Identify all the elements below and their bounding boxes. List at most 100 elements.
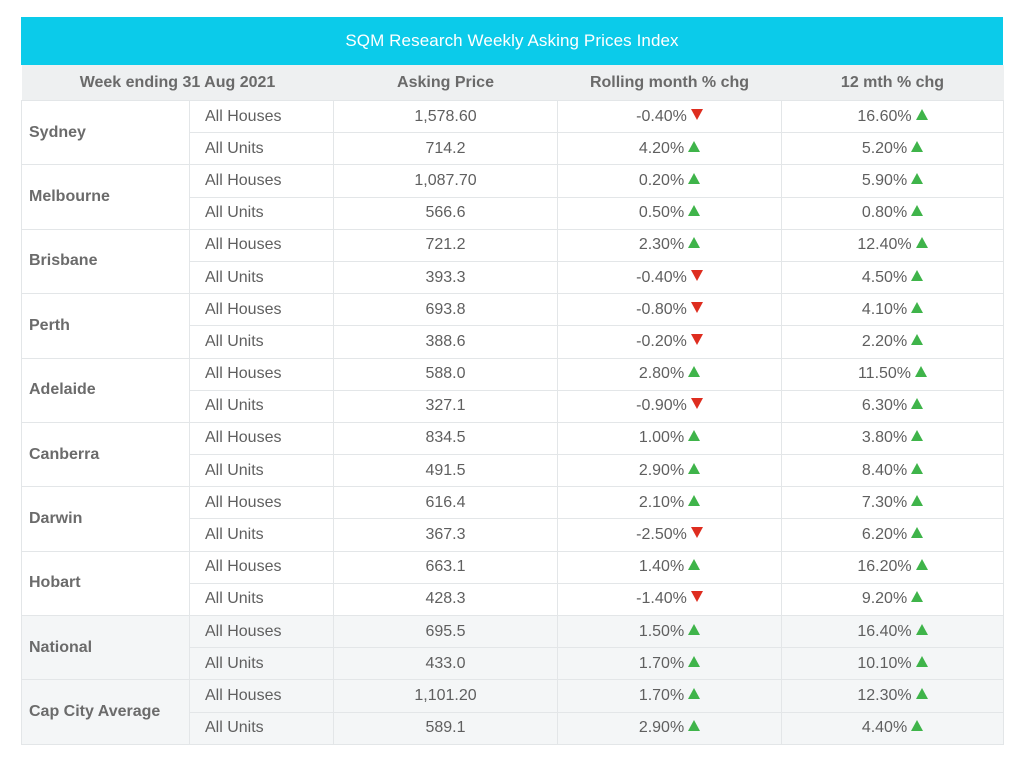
rolling-month-cell-value: -2.50% bbox=[636, 526, 687, 544]
rolling-month-cell-value: -0.20% bbox=[636, 332, 687, 350]
dwelling-type-cell: All Units bbox=[189, 132, 334, 166]
twelve-month-cell-value: 7.30% bbox=[861, 493, 908, 511]
column-header-rolling-month: Rolling month % chg bbox=[557, 65, 782, 101]
asking-price-cell: 367.3 bbox=[333, 518, 558, 552]
up-arrow-icon bbox=[911, 301, 924, 313]
table-row: National All Houses 695.5 1.50% 16.40% bbox=[21, 614, 1004, 681]
asking-price-cell: 393.3 bbox=[333, 260, 558, 295]
dwelling-type-cell: All Houses bbox=[189, 679, 334, 713]
up-arrow-icon bbox=[688, 655, 701, 667]
table-row: Cap City Average All Houses 1,101.20 1.70% 1… bbox=[21, 679, 1004, 745]
twelve-month-cell: 7.30% bbox=[781, 486, 1004, 520]
twelve-month-cell-value: 0.80% bbox=[861, 204, 908, 222]
asking-price-cell: 1,578.60 bbox=[333, 99, 558, 134]
dwelling-type-cell: All Units bbox=[189, 711, 334, 745]
down-arrow-icon bbox=[690, 301, 703, 313]
twelve-month-cell-value: 16.40% bbox=[857, 622, 912, 640]
twelve-month-cell-value: 10.10% bbox=[857, 654, 912, 672]
asking-prices-table-panel: SQM Research Weekly Asking Prices Index … bbox=[21, 17, 1004, 745]
up-arrow-icon bbox=[911, 205, 924, 217]
city-cell: Sydney bbox=[21, 99, 190, 166]
twelve-month-cell: 4.10% bbox=[781, 293, 1004, 327]
asking-price-cell: 588.0 bbox=[333, 357, 558, 391]
rolling-month-cell: 0.50% bbox=[557, 196, 782, 230]
table-row: All Units 393.3 -0.40% 4.50% bbox=[22, 260, 1004, 295]
down-arrow-icon bbox=[690, 527, 703, 539]
table-row: All Units 388.6 -0.20% 2.20% bbox=[22, 325, 1004, 359]
rolling-month-cell-value: 2.90% bbox=[638, 719, 685, 737]
up-arrow-icon bbox=[915, 687, 928, 699]
up-arrow-icon bbox=[911, 720, 924, 732]
city-cell: Brisbane bbox=[21, 228, 190, 295]
dwelling-type-cell: All Units bbox=[189, 196, 334, 230]
twelve-month-cell: 12.30% bbox=[781, 679, 1004, 713]
rolling-month-cell: 2.90% bbox=[557, 454, 782, 488]
twelve-month-cell: 5.20% bbox=[781, 132, 1004, 166]
up-arrow-icon bbox=[915, 623, 928, 635]
twelve-month-cell: 16.60% bbox=[781, 99, 1004, 134]
rolling-month-cell: 2.30% bbox=[557, 228, 782, 262]
rolling-month-cell: -0.40% bbox=[557, 99, 782, 134]
twelve-month-cell-value: 4.40% bbox=[861, 719, 908, 737]
dwelling-type-cell: All Houses bbox=[189, 421, 334, 456]
up-arrow-icon bbox=[688, 205, 701, 217]
dwelling-type-cell: All Units bbox=[189, 389, 334, 423]
dwelling-type-cell: All Units bbox=[189, 518, 334, 552]
rolling-month-cell: 1.70% bbox=[557, 679, 782, 713]
rolling-month-cell-value: 4.20% bbox=[638, 139, 685, 157]
asking-price-cell: 327.1 bbox=[333, 389, 558, 423]
dwelling-type-cell: All Units bbox=[189, 647, 334, 681]
city-cell: Perth bbox=[21, 293, 190, 359]
asking-price-cell: 695.5 bbox=[333, 614, 558, 649]
rolling-month-cell-value: 1.70% bbox=[638, 686, 685, 704]
table-body: Sydney All Houses 1,578.60 -0.40% 16.60% All … bbox=[21, 99, 1004, 745]
rolling-month-cell-value: -0.80% bbox=[636, 300, 687, 318]
rolling-month-cell-value: 1.00% bbox=[638, 429, 685, 447]
twelve-month-cell-value: 16.60% bbox=[857, 107, 912, 125]
table-row: All Units 566.6 0.50% 0.80% bbox=[22, 196, 1004, 230]
table-row: Melbourne All Houses 1,087.70 0.20% 5.90% bbox=[21, 164, 1004, 230]
up-arrow-icon bbox=[688, 430, 701, 442]
up-arrow-icon bbox=[911, 140, 924, 152]
up-arrow-icon bbox=[915, 108, 928, 120]
rolling-month-cell-value: -1.40% bbox=[636, 590, 687, 608]
up-arrow-icon bbox=[915, 655, 928, 667]
asking-price-cell: 566.6 bbox=[333, 196, 558, 230]
city-cell: National bbox=[21, 614, 190, 681]
asking-price-cell: 721.2 bbox=[333, 228, 558, 262]
rolling-month-cell: 1.70% bbox=[557, 647, 782, 681]
table-row: All Units 491.5 2.90% 8.40% bbox=[22, 454, 1004, 488]
asking-price-cell: 693.8 bbox=[333, 293, 558, 327]
twelve-month-cell: 12.40% bbox=[781, 228, 1004, 262]
city-cell: Canberra bbox=[21, 421, 190, 488]
down-arrow-icon bbox=[690, 269, 703, 281]
up-arrow-icon bbox=[911, 462, 924, 474]
rolling-month-cell-value: 2.10% bbox=[638, 493, 685, 511]
asking-price-cell: 589.1 bbox=[333, 711, 558, 745]
down-arrow-icon bbox=[690, 333, 703, 345]
rolling-month-cell-value: -0.90% bbox=[636, 397, 687, 415]
column-header-12-month: 12 mth % chg bbox=[781, 65, 1004, 101]
up-arrow-icon bbox=[688, 559, 701, 571]
twelve-month-cell: 4.50% bbox=[781, 260, 1004, 295]
rolling-month-cell-value: 1.70% bbox=[638, 654, 685, 672]
twelve-month-cell: 16.40% bbox=[781, 614, 1004, 649]
column-header-asking-price: Asking Price bbox=[333, 65, 558, 101]
dwelling-type-cell: All Houses bbox=[189, 550, 334, 584]
dwelling-type-cell: All Units bbox=[189, 325, 334, 359]
city-cell: Darwin bbox=[21, 486, 190, 552]
asking-price-cell: 388.6 bbox=[333, 325, 558, 359]
rolling-month-cell-value: 1.40% bbox=[638, 558, 685, 576]
rolling-month-cell: 1.50% bbox=[557, 614, 782, 649]
rolling-month-cell: -0.90% bbox=[557, 389, 782, 423]
up-arrow-icon bbox=[911, 172, 924, 184]
twelve-month-cell-value: 16.20% bbox=[857, 558, 912, 576]
twelve-month-cell: 6.30% bbox=[781, 389, 1004, 423]
up-arrow-icon bbox=[911, 494, 924, 506]
asking-price-cell: 1,101.20 bbox=[333, 679, 558, 713]
up-arrow-icon bbox=[688, 623, 701, 635]
up-arrow-icon bbox=[688, 140, 701, 152]
dwelling-type-cell: All Units bbox=[189, 454, 334, 488]
down-arrow-icon bbox=[690, 108, 703, 120]
dwelling-type-cell: All Houses bbox=[189, 357, 334, 391]
